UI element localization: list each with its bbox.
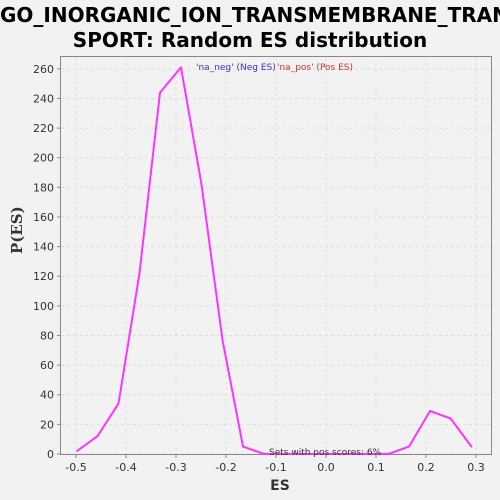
y-tick-label: 60 bbox=[40, 359, 54, 372]
y-tick-label: 160 bbox=[33, 211, 54, 224]
x-axis-label: ES bbox=[270, 478, 290, 494]
data-point bbox=[449, 417, 452, 420]
x-tick-label: -0.5 bbox=[65, 461, 86, 474]
data-point bbox=[200, 183, 203, 186]
data-point bbox=[221, 339, 224, 341]
legend-entry-neg: 'na_neg' (Neg ES) bbox=[196, 63, 276, 73]
y-tick-label: 80 bbox=[40, 329, 54, 342]
data-point bbox=[387, 453, 390, 455]
x-tick-label: -0.1 bbox=[265, 461, 286, 474]
series-layer bbox=[76, 66, 473, 455]
x-tick-label: -0.4 bbox=[115, 461, 136, 474]
data-point bbox=[263, 453, 265, 455]
legend-entry-pos: 'na_pos' (Pos ES) bbox=[277, 63, 353, 73]
y-tick-label: 200 bbox=[33, 152, 54, 165]
data-point bbox=[283, 453, 286, 455]
data-point bbox=[470, 445, 473, 448]
data-point bbox=[325, 453, 327, 455]
axis-ticks: -0.5 -0.4 -0.3 -0.2 -0.1 0.0 0.1 0.2 0.3 0 20 40 60 8… bbox=[33, 63, 485, 474]
y-tick-label: 20 bbox=[40, 418, 54, 431]
y-tick-label: 100 bbox=[33, 300, 54, 313]
y-tick-label: 180 bbox=[33, 181, 54, 194]
data-point bbox=[138, 272, 141, 275]
x-tick-label: 0.1 bbox=[367, 461, 385, 474]
data-point bbox=[96, 435, 99, 438]
data-point bbox=[242, 445, 244, 448]
series-line bbox=[76, 66, 473, 455]
x-tick-label: 0.0 bbox=[317, 461, 335, 474]
y-tick-label: 40 bbox=[40, 389, 54, 402]
data-point bbox=[408, 445, 410, 448]
pos-scores-annotation: Sets with pos scores: 6% bbox=[269, 448, 382, 458]
y-tick-label: 240 bbox=[33, 92, 54, 105]
chart-title: GO_INORGANIC_ION_TRANSMEMBRANE_TRAN SPOR… bbox=[0, 3, 500, 52]
y-axis-label: P(ES) bbox=[8, 206, 26, 254]
data-point bbox=[76, 450, 78, 452]
x-tick-label: -0.3 bbox=[165, 461, 186, 474]
y-tick-label: 220 bbox=[33, 122, 54, 135]
data-point bbox=[346, 453, 348, 455]
data-point bbox=[117, 402, 120, 405]
data-point bbox=[159, 91, 161, 94]
y-tick-label: 260 bbox=[33, 63, 54, 76]
y-tick-label: 140 bbox=[33, 241, 54, 254]
grid-lines bbox=[61, 57, 491, 455]
data-point bbox=[366, 453, 369, 455]
data-point bbox=[304, 453, 307, 455]
legend: 'na_neg' (Neg ES) 'na_pos' (Pos ES) bbox=[196, 63, 353, 73]
x-tick-label: 0.3 bbox=[467, 461, 485, 474]
x-tick-label: 0.2 bbox=[417, 461, 435, 474]
data-point bbox=[429, 410, 431, 412]
x-tick-label: -0.2 bbox=[215, 461, 236, 474]
data-point bbox=[180, 66, 182, 69]
y-tick-label: 120 bbox=[33, 270, 54, 283]
y-tick-label: 0 bbox=[47, 448, 54, 461]
